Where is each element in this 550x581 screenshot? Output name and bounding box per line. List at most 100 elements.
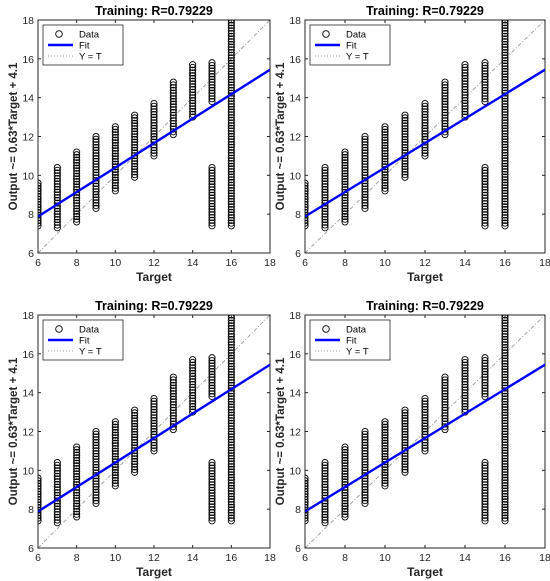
data-point-12	[150, 405, 158, 414]
data-point-16	[501, 360, 509, 368]
data-point-16	[227, 457, 235, 465]
x-tick-label: 18	[539, 552, 550, 564]
data-point-13	[169, 406, 177, 414]
data-point-11	[401, 122, 409, 130]
data-point-16	[227, 487, 235, 495]
data-point-16	[501, 457, 509, 465]
data-point-16	[227, 365, 235, 373]
data-point-8	[341, 210, 349, 218]
data-point-13	[441, 414, 449, 423]
legend-label: Data	[346, 30, 367, 41]
data-point-10	[381, 474, 389, 482]
data-point-16	[501, 29, 509, 38]
y-tick-label: 10	[289, 465, 301, 477]
data-point-15-upper	[208, 67, 216, 75]
data-point-9	[92, 196, 100, 204]
data-point-10	[381, 168, 389, 176]
data-point-14	[189, 96, 197, 105]
data-point-9	[92, 483, 100, 491]
data-point-11	[131, 417, 139, 425]
data-point-6	[305, 479, 309, 487]
data-point-16	[501, 59, 509, 67]
data-point-13	[441, 108, 449, 117]
data-point-12	[150, 394, 158, 403]
data-point-15-upper	[481, 381, 489, 390]
data-point-6	[305, 219, 309, 227]
data-point-14	[189, 69, 197, 77]
data-point-16	[501, 40, 509, 48]
data-point-6	[38, 198, 42, 206]
data-point-16	[227, 315, 235, 322]
data-point-7	[53, 188, 61, 196]
data-point-7	[53, 480, 61, 489]
data-point-8	[341, 207, 349, 215]
data-point-16	[501, 176, 509, 184]
data-point-9	[361, 463, 369, 471]
data-point-10	[111, 434, 119, 442]
y-tick-label: 8	[28, 504, 34, 516]
data-point-16	[501, 38, 509, 46]
data-point-13	[441, 97, 449, 105]
data-point-16	[227, 411, 235, 419]
data-point-14	[461, 72, 469, 80]
data-point-11	[401, 425, 409, 433]
data-point-16	[501, 181, 509, 189]
data-point-16	[227, 354, 235, 362]
data-point-10	[111, 157, 119, 166]
data-point-10	[381, 184, 389, 192]
data-point-12	[421, 108, 429, 116]
data-point-11	[401, 171, 409, 179]
data-point-13	[169, 114, 177, 122]
data-point-14	[461, 108, 469, 116]
data-point-15	[208, 208, 216, 216]
data-point-8	[73, 491, 81, 499]
data-column-11	[131, 111, 139, 181]
data-point-9	[92, 485, 100, 494]
data-point-14	[461, 378, 469, 386]
data-point-16	[501, 403, 509, 411]
chart-panel-2: 6 8 10 12 14 16 18 6 8 10 12 14 16 18 Training: R=0.79…	[275, 4, 550, 284]
data-point-10	[111, 476, 119, 485]
data-point-8	[73, 213, 81, 221]
data-point-15	[481, 186, 489, 194]
data-point-15	[481, 489, 489, 497]
data-point-15	[481, 222, 489, 230]
data-point-16	[227, 151, 235, 159]
data-point-7	[321, 224, 329, 232]
data-point-13	[441, 122, 449, 130]
data-column-7	[53, 164, 61, 232]
data-point-16	[501, 67, 509, 76]
data-point-14	[461, 403, 469, 411]
x-tick-label: 6	[302, 257, 308, 269]
data-point-16	[501, 349, 509, 357]
data-column-13	[169, 373, 177, 434]
data-point-15-upper	[208, 98, 216, 106]
data-point-15	[208, 169, 216, 177]
x-tick-label: 18	[264, 552, 276, 564]
data-point-8	[341, 175, 349, 183]
data-point-11	[401, 436, 409, 444]
data-point-16	[227, 371, 235, 379]
data-point-9	[92, 185, 100, 193]
data-point-16	[227, 206, 235, 214]
data-point-15	[481, 478, 489, 486]
data-point-15-upper	[208, 381, 216, 390]
data-point-10	[381, 133, 389, 142]
data-point-16	[501, 357, 509, 365]
data-point-14	[461, 391, 469, 400]
data-point-15	[208, 183, 216, 191]
data-point-10	[111, 418, 119, 426]
data-column-11	[131, 406, 139, 476]
data-point-13	[169, 84, 177, 92]
data-point-10	[111, 136, 119, 144]
data-point-7	[321, 185, 329, 194]
data-point-15-upper	[481, 86, 489, 95]
data-point-15-upper	[208, 368, 216, 376]
data-point-10	[381, 125, 389, 134]
data-point-12	[421, 99, 429, 108]
data-point-15	[208, 500, 216, 508]
data-point-13	[169, 119, 177, 128]
data-point-9	[92, 491, 100, 499]
data-point-16	[227, 43, 235, 51]
